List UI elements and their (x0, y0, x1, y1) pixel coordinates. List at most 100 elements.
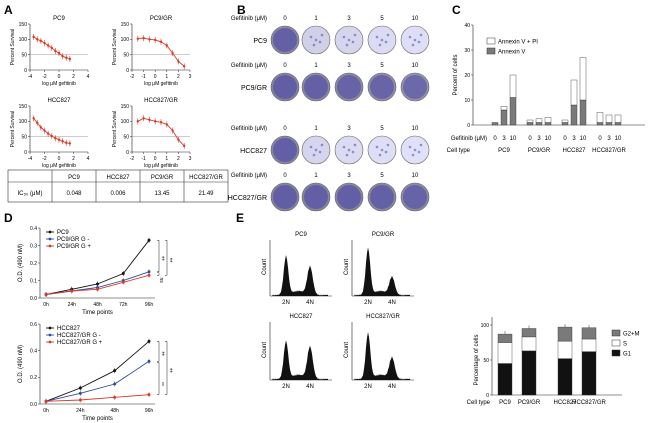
colony (351, 40, 355, 44)
y-tick-label: 100 (481, 323, 490, 329)
y-tick-label: 100 (19, 37, 28, 43)
bar-annexin-v-pi (535, 118, 543, 123)
group-label: PC9 (498, 148, 510, 154)
stained-colonies (304, 185, 328, 209)
x-tick-label: 0 (58, 74, 61, 80)
gefitinib-row-label: Gefitinib (μM) (451, 136, 487, 142)
dna-content-histogram (272, 255, 328, 296)
cell-line-label: HCC827/GR (228, 195, 267, 202)
legend-marker (48, 237, 52, 241)
y-tick-label: 150 (19, 22, 28, 28)
bar-annexin-v (544, 122, 552, 126)
y-tick-label: 0 (467, 123, 470, 129)
dna-content-histogram (354, 247, 410, 296)
panel-letter-e: E (236, 211, 244, 225)
stained-colonies (337, 75, 361, 99)
data-point (36, 38, 39, 41)
bar-g1 (581, 351, 597, 396)
data-point (159, 40, 163, 43)
data-point (136, 37, 139, 40)
dose-label: 1 (314, 16, 318, 22)
bar-annexin-v-pi (544, 117, 552, 123)
data-point (171, 51, 174, 55)
data-point (148, 38, 151, 41)
colony (408, 35, 412, 39)
cell-type-label: Cell type (467, 400, 491, 406)
x-tick-label: 4 (87, 74, 90, 80)
x-tick-label: 3 (189, 156, 192, 162)
y-tick-label: 50 (483, 358, 489, 364)
bar-s (581, 338, 597, 352)
data-point (177, 60, 180, 63)
table-cell-pc9gr: 13.45 (154, 191, 170, 197)
x-tick-label: 0 (154, 74, 157, 80)
y-axis-label: O.D. (490 nM) (18, 345, 24, 383)
colony (378, 153, 382, 157)
data-point (148, 118, 151, 122)
y-tick-label: 100 (121, 119, 130, 125)
y-tick-label: 0 (486, 393, 489, 399)
sig-bracket (157, 272, 160, 276)
legend-label: PC9/GR G - (57, 237, 89, 243)
survival-plot-title: HCC827 (47, 98, 71, 104)
x-axis-label: Time points (82, 310, 113, 316)
legend-label: HCC827 (57, 326, 81, 332)
data-point (147, 238, 151, 242)
table-cell-pc9: 0.048 (66, 191, 82, 197)
bar-annexin-v (570, 104, 578, 126)
stained-colonies (273, 28, 297, 52)
x-tick-label: 3 (189, 74, 192, 80)
dose-label: 10 (412, 16, 419, 22)
data-point (113, 382, 117, 386)
y-tick-label: 0.3 (30, 243, 37, 249)
data-point (43, 129, 46, 132)
data-point (165, 123, 168, 126)
bar-annexin-v-pi (596, 112, 604, 123)
group-label: PC9 (499, 400, 511, 406)
group-label: HCC827 (562, 148, 586, 154)
data-point (65, 141, 68, 144)
y-axis-label: Percent Survival (10, 111, 16, 147)
x-axis-label: log μM gefitinib (144, 163, 178, 169)
dna-content-histogram (272, 340, 328, 380)
dose-tick-label: 10 (545, 136, 552, 142)
colony (345, 43, 349, 47)
y-axis-label: Percentage of cells (474, 334, 480, 385)
y-tick-label: 0 (126, 150, 129, 156)
y-tick-label: 0.2 (30, 261, 37, 267)
x-tick-label: 96h (145, 302, 154, 308)
stained-colonies (403, 185, 427, 209)
legend-label: G1 (623, 352, 632, 358)
y-axis-label: Percent of cells (453, 54, 459, 95)
x-tick-label: -2 (130, 156, 135, 162)
legend-label: Annexin V + PI (498, 40, 538, 46)
group-label: HCC827/GR (572, 400, 606, 406)
group-label: PC9/GR (528, 148, 551, 154)
colony (386, 33, 390, 37)
bar-annexin-v (500, 109, 508, 126)
sig-bracket (165, 240, 168, 276)
colony (314, 38, 318, 42)
legend-swatch (611, 339, 621, 347)
colony (353, 33, 357, 37)
data-point (96, 282, 99, 286)
panel-letter-b: B (237, 3, 246, 17)
data-point (183, 144, 186, 148)
sig-label: ns (158, 278, 164, 284)
dose-label: 5 (380, 126, 384, 132)
y-tick-label: 50 (21, 134, 27, 140)
x-tick-label: 1 (165, 74, 168, 80)
bar-g1 (557, 358, 573, 396)
dna-content-histogram (354, 332, 410, 380)
dose-label: 5 (380, 16, 384, 22)
data-point (70, 289, 74, 293)
gefitinib-label: Gefitinib (μM) (231, 16, 267, 22)
x-axis-label: log μM gefitinib (144, 81, 178, 87)
legend-label: PC9 (57, 230, 69, 236)
x-tick-label: -1 (141, 74, 146, 80)
legend-marker (48, 326, 52, 330)
x-tick-label: 96h (145, 408, 154, 414)
bar-annexin-v (579, 99, 587, 126)
